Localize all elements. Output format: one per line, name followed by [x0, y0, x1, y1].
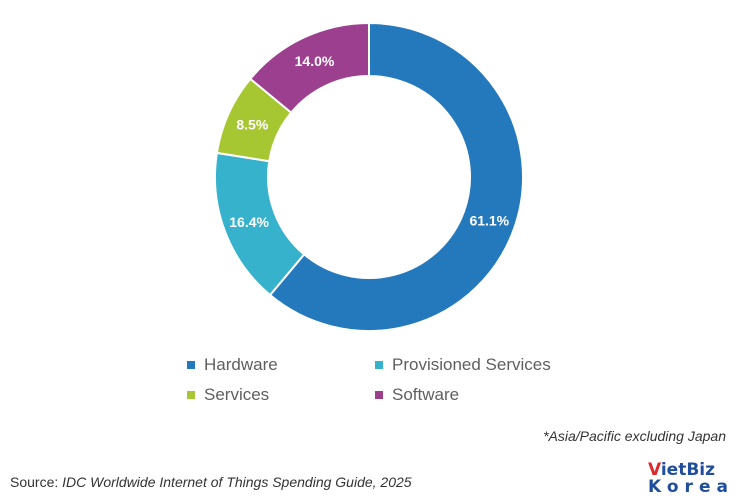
source-reference: IDC Worldwide Internet of Things Spendin… — [62, 474, 412, 490]
legend-swatch-services — [187, 391, 195, 399]
slice-hardware — [268, 21, 524, 332]
donut-chart: 61.1% 16.4% 8.5% 14.0% — [214, 21, 524, 332]
data-label-services: 8.5% — [236, 116, 268, 132]
legend-swatch-hardware — [187, 361, 195, 369]
data-label-software: 14.0% — [295, 53, 335, 69]
vietbiz-korea-logo: VietBiz Korea — [648, 462, 730, 498]
source-note: Source: IDC Worldwide Internet of Things… — [10, 474, 412, 490]
slice-software — [248, 21, 370, 115]
legend-item-software: Software — [375, 385, 607, 405]
legend-item-hardware: Hardware — [187, 355, 375, 375]
legend-label-provisioned-services: Provisioned Services — [392, 355, 551, 374]
legend-swatch-software — [375, 391, 383, 399]
data-label-provisioned-services: 16.4% — [229, 214, 269, 230]
legend-item-provisioned-services: Provisioned Services — [375, 355, 607, 375]
footnote: *Asia/Pacific excluding Japan — [543, 428, 726, 444]
legend-label-hardware: Hardware — [204, 355, 278, 374]
legend-label-software: Software — [392, 385, 460, 404]
legend-item-services: Services — [187, 385, 375, 405]
legend-swatch-provisioned-services — [375, 361, 383, 369]
logo-line-2: Korea — [648, 477, 734, 497]
legend-label-services: Services — [204, 385, 270, 404]
data-label-hardware: 61.1% — [469, 213, 509, 229]
logo-line-1: VietBiz — [648, 460, 716, 480]
source-prefix: Source: — [10, 474, 63, 490]
chart-legend: Hardware Provisioned Services Services S… — [187, 355, 607, 405]
